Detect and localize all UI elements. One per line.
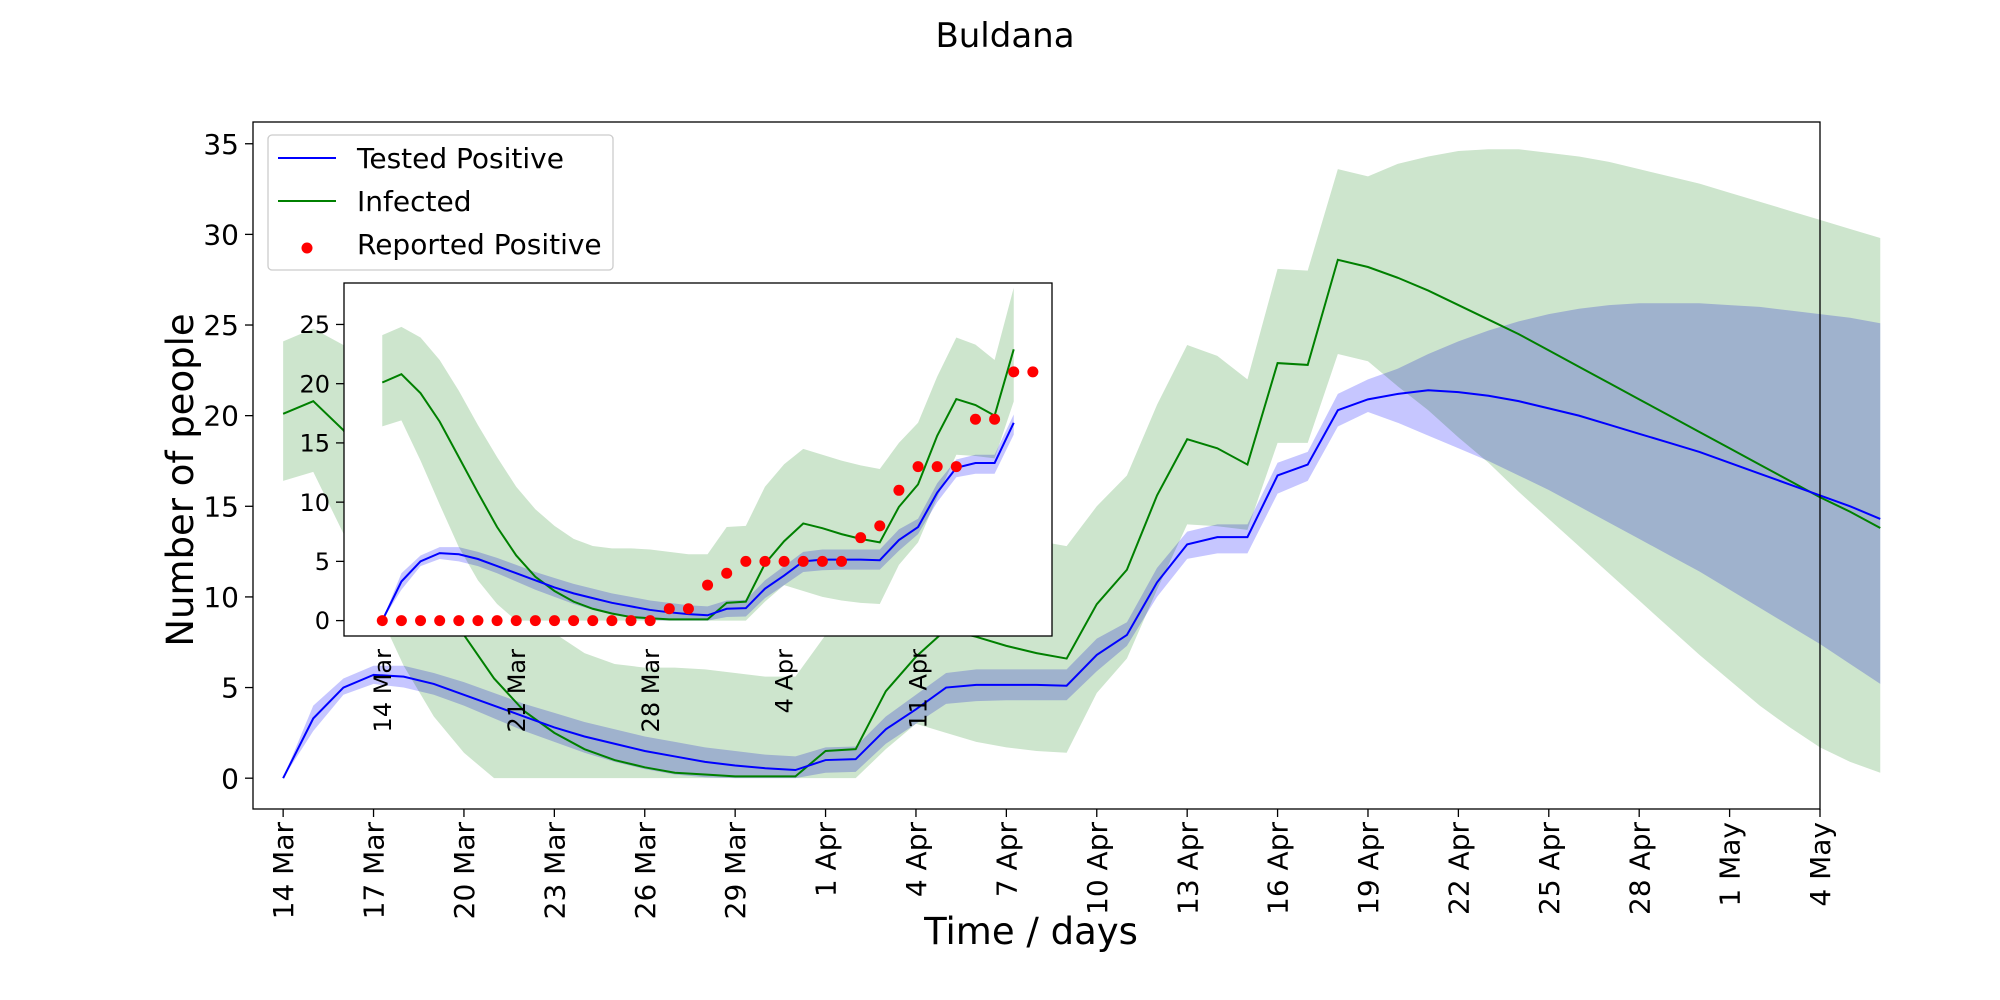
inset-plot: 0 5 10 15 20 25 14 Mar 21 Mar 28 Mar 4 Apr 11 Apr	[299, 282, 1053, 733]
band-tested-positive	[283, 303, 1881, 779]
x-tick-label: 28 Mar	[637, 649, 665, 733]
x-tick-label: 13 Apr	[1171, 822, 1204, 915]
legend: Tested Positive Infected Reported Positive	[267, 134, 614, 271]
inset-plot-frame	[343, 282, 1053, 637]
reported-positive-point	[644, 615, 656, 627]
reported-positive-point	[740, 555, 752, 567]
x-tick-label: 23 Mar	[538, 822, 571, 920]
x-tick-label: 10 Apr	[1081, 822, 1114, 915]
reported-positive-point	[415, 615, 427, 627]
reported-positive-point	[568, 615, 580, 627]
y-tick-label: 30	[203, 218, 239, 251]
reported-positive-point	[702, 579, 714, 591]
line-infected	[282, 258, 1881, 778]
band-infected	[283, 149, 1881, 779]
x-tick-label: 26 Mar	[629, 822, 662, 920]
y-tick-label: 10	[299, 489, 330, 517]
reported-positive-point	[395, 615, 407, 627]
y-tick-label: 0	[221, 762, 239, 795]
line-tested-positive	[282, 389, 1881, 779]
y-tick-label: 35	[203, 128, 239, 161]
reported-positive-point	[434, 615, 446, 627]
reported-positive-point	[376, 615, 388, 627]
y-tick-label: 5	[221, 672, 239, 705]
x-tick-label: 17 Mar	[358, 822, 391, 920]
y-tick-label: 20	[203, 400, 239, 433]
reported-positive-point	[472, 615, 484, 627]
reported-positive-point	[912, 461, 924, 473]
legend-entry: Reported Positive	[357, 228, 602, 261]
y-tick-label: 25	[203, 309, 239, 342]
reported-positive-point	[816, 555, 828, 567]
y-tick-label: 10	[203, 581, 239, 614]
x-axis-label: Time / days	[923, 910, 1138, 953]
y-tick-label: 20	[299, 370, 330, 398]
x-tick-label: 4 Apr	[900, 822, 933, 898]
reported-positive-point	[855, 532, 867, 544]
x-tick-label: 1 May	[1714, 822, 1747, 907]
reported-positive-point	[587, 615, 599, 627]
legend-swatch	[301, 242, 313, 254]
chart-title: Buldana	[935, 16, 1074, 56]
reported-positive-point	[1027, 366, 1039, 378]
y-tick-label: 15	[299, 430, 330, 458]
y-tick-label: 25	[299, 311, 330, 339]
y-tick-label: 0	[315, 607, 330, 635]
reported-positive-point	[606, 615, 618, 627]
reported-positive-point	[778, 555, 790, 567]
reported-positive-point	[682, 603, 694, 615]
reported-positive-point	[969, 413, 981, 425]
reported-positive-point	[663, 603, 675, 615]
line-tested-positive	[381, 422, 1015, 622]
main-plot: 0 5 10 15 20 25 30 35 14 Mar 17 Mar 20 Mar 23 Mar 26…	[203, 121, 1881, 920]
reported-positive-point	[874, 520, 886, 532]
x-tick-label: 29 Mar	[719, 822, 752, 920]
x-tick-label: 14 Mar	[267, 822, 300, 920]
reported-positive-point	[721, 567, 733, 579]
reported-positive-point	[453, 615, 465, 627]
y-axis-label: Number of people	[159, 313, 202, 646]
reported-positive-point	[529, 615, 541, 627]
reported-positive-point	[548, 615, 560, 627]
line-infected	[381, 349, 1015, 621]
legend-frame	[267, 134, 614, 271]
x-tick-label: 4 Apr	[771, 649, 799, 714]
x-tick-label: 22 Apr	[1442, 822, 1475, 915]
reported-positive-point	[510, 615, 522, 627]
reported-positive-point	[950, 461, 962, 473]
reported-positive-point	[893, 484, 905, 496]
band-tested-positive	[382, 414, 1014, 621]
reported-positive-point	[759, 555, 771, 567]
reported-positive-point	[1008, 366, 1020, 378]
reported-positive-point	[491, 615, 503, 627]
x-tick-label: 20 Mar	[448, 822, 481, 920]
main-plot-frame	[252, 121, 1821, 810]
reported-positive-point	[836, 555, 848, 567]
reported-positive-point	[989, 413, 1001, 425]
x-tick-label: 4 May	[1804, 822, 1837, 907]
x-tick-label: 14 Mar	[369, 649, 397, 733]
x-tick-label: 16 Apr	[1262, 822, 1295, 915]
reported-positive-point	[625, 615, 637, 627]
x-tick-label: 25 Apr	[1533, 822, 1566, 915]
legend-entry: Infected	[357, 185, 471, 218]
legend-entry: Tested Positive	[356, 142, 564, 175]
x-tick-label: 7 Apr	[990, 822, 1023, 898]
reported-positive-point	[931, 461, 943, 473]
x-tick-label: 19 Apr	[1352, 822, 1385, 915]
x-tick-label: 28 Apr	[1623, 822, 1656, 915]
x-tick-label: 21 Mar	[503, 649, 531, 733]
y-tick-label: 5	[315, 548, 330, 576]
x-tick-label: 11 Apr	[905, 649, 933, 729]
y-tick-label: 15	[203, 490, 239, 523]
reported-positive-point	[797, 555, 809, 567]
x-tick-label: 1 Apr	[810, 822, 843, 898]
